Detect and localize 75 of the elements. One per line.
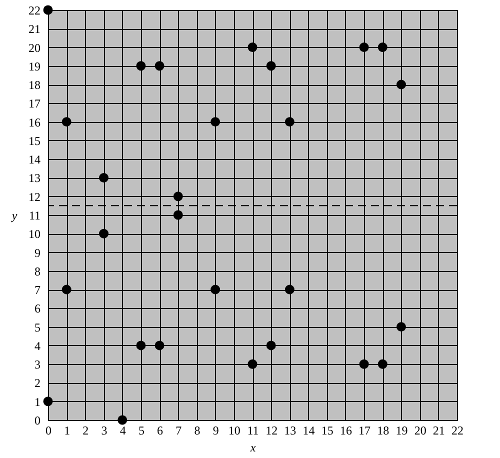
y-tick-label: 8 — [34, 264, 40, 278]
point — [266, 61, 276, 71]
x-tick-label: 6 — [157, 424, 164, 438]
y-tick-label: 19 — [28, 59, 40, 74]
point — [62, 284, 72, 294]
x-tick-label: 14 — [302, 424, 315, 438]
x-tick-label: 22 — [452, 424, 464, 438]
point — [248, 42, 258, 52]
y-tick-label: 18 — [28, 78, 40, 92]
point — [173, 192, 183, 202]
point — [359, 359, 369, 369]
point — [43, 5, 53, 15]
y-tick-label: 20 — [28, 40, 40, 55]
x-tick-label: 19 — [396, 424, 408, 438]
y-tick-label: 22 — [28, 4, 40, 18]
x-tick-label: 15 — [321, 424, 334, 438]
x-tick-label: 0 — [46, 424, 52, 438]
y-tick-label: 14 — [28, 152, 40, 167]
point — [248, 359, 258, 369]
point — [284, 284, 294, 294]
point — [43, 396, 53, 406]
x-tick-label: 11 — [247, 424, 259, 438]
y-tick-label: 11 — [28, 208, 40, 222]
point — [99, 172, 109, 182]
point — [173, 210, 183, 220]
point — [99, 228, 109, 238]
y-tick-label: 10 — [28, 227, 40, 242]
point — [154, 61, 164, 71]
y-tick-label: 0 — [34, 414, 40, 428]
y-tick-label: 21 — [28, 22, 40, 36]
y-tick-label: 17 — [28, 96, 40, 111]
x-tick-label: 5 — [138, 424, 144, 438]
point — [154, 340, 164, 350]
y-tick-label: 6 — [34, 302, 40, 316]
x-tick-label: 4 — [120, 424, 126, 438]
x-tick-label: 3 — [101, 424, 108, 438]
y-axis-title: y — [10, 208, 18, 222]
y-tick-label: 3 — [34, 358, 40, 372]
point — [378, 359, 388, 369]
x-tick-label: 1 — [64, 424, 70, 438]
point — [378, 42, 388, 52]
y-tick-label: 5 — [34, 320, 40, 334]
x-tick-label: 21 — [432, 424, 445, 438]
point — [396, 80, 406, 90]
x-tick-label: 10 — [228, 424, 240, 438]
x-axis-title: x — [249, 440, 256, 454]
point — [359, 42, 369, 52]
x-tick-label: 7 — [176, 424, 182, 438]
point — [396, 322, 406, 332]
point — [136, 340, 146, 350]
point — [210, 117, 220, 127]
y-tick-label: 13 — [28, 171, 40, 186]
x-tick-label: 20 — [414, 424, 426, 438]
point — [284, 117, 294, 127]
y-tick-label: 7 — [34, 283, 40, 298]
y-tick-label: 9 — [34, 246, 40, 260]
x-tick-label: 13 — [284, 424, 296, 438]
x-tick-label: 9 — [212, 424, 219, 438]
y-tick-label: 4 — [34, 338, 40, 353]
x-tick-label: 18 — [377, 424, 390, 438]
point — [62, 117, 72, 127]
point — [266, 340, 276, 350]
y-tick-label: 12 — [28, 190, 40, 204]
x-tick-label: 17 — [358, 424, 371, 438]
point — [136, 61, 146, 71]
y-tick-label: 15 — [28, 134, 40, 148]
y-tick-label: 16 — [28, 115, 40, 130]
y-tick-label: 1 — [34, 394, 40, 409]
x-tick-label: 16 — [340, 424, 352, 438]
x-tick-label: 8 — [194, 424, 200, 438]
x-tick-label: 2 — [82, 424, 89, 438]
x-tick-label: 12 — [266, 424, 278, 438]
y-tick-label: 2 — [34, 376, 40, 390]
point — [118, 415, 128, 425]
point — [210, 284, 220, 294]
